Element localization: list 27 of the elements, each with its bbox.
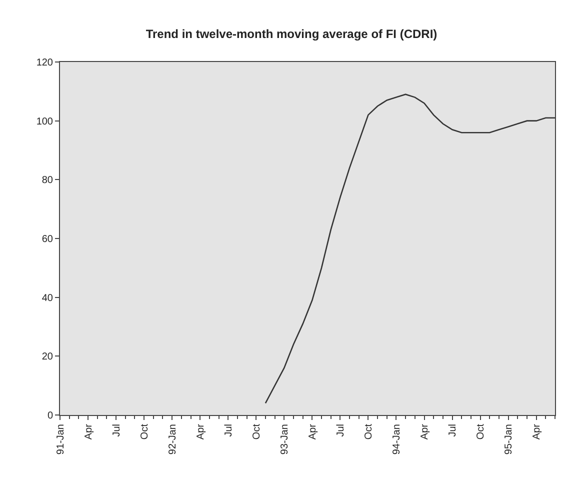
x-tick-label: Oct — [251, 424, 262, 440]
x-tick-label: Apr — [307, 423, 318, 440]
x-tick-label: Oct — [139, 424, 150, 440]
x-tick-label: Apr — [195, 423, 206, 440]
y-tick-label: 100 — [36, 116, 54, 128]
x-tick-label: Oct — [363, 424, 374, 440]
y-tick-label: 80 — [42, 175, 54, 186]
x-tick-label: 93-Jan — [279, 424, 290, 455]
y-tick-label: 40 — [42, 292, 54, 304]
x-tick-label: Apr — [420, 423, 430, 440]
x-tick-label: 95-Jan — [504, 424, 515, 455]
x-tick-label: Jul — [111, 424, 122, 437]
y-tick-label: 60 — [42, 234, 54, 245]
y-tick-label: 20 — [42, 352, 54, 363]
x-tick-label: Apr — [83, 423, 94, 440]
y-tick-label: 120 — [36, 58, 54, 68]
x-tick-label: 92-Jan — [167, 424, 178, 455]
chart-title: Trend in twelve-month moving average of FI (CDRI) — [146, 27, 438, 42]
x-tick-label: Jul — [223, 424, 234, 437]
x-tick-label: Oct — [476, 424, 487, 440]
x-tick-label: 94-Jan — [391, 424, 402, 455]
x-tick-label: 91-Jan — [55, 424, 66, 455]
x-tick-label: Apr — [532, 423, 543, 440]
x-tick-label: Jul — [448, 424, 459, 437]
line-series — [264, 94, 555, 404]
y-tick-label: 0 — [47, 410, 54, 422]
x-tick-label: Jul — [335, 424, 346, 437]
